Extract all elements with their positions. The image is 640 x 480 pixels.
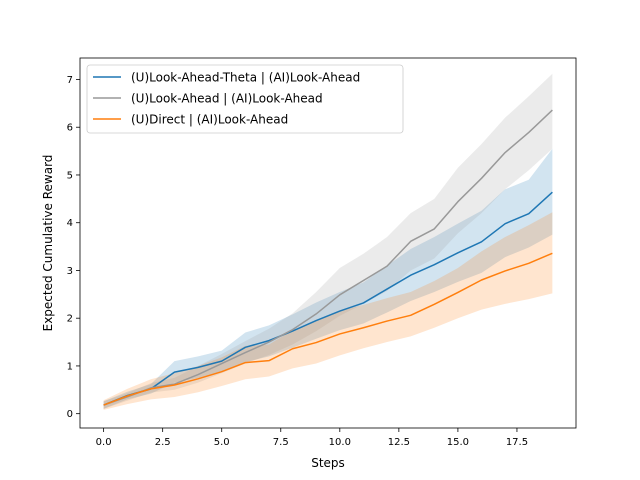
x-tick-label: 5.0 <box>214 437 230 448</box>
plot-frame <box>79 57 577 429</box>
x-tick-label: 15.0 <box>447 437 469 448</box>
line-u-look-ahead-theta-ai-look-ahead <box>103 191 553 406</box>
legend-label: (U)Direct | (AI)Look-Ahead <box>131 113 288 127</box>
x-axis-label: Steps <box>311 456 345 470</box>
legend-label: (U)Look-Ahead-Theta | (AI)Look-Ahead <box>131 71 360 85</box>
x-tick-label: 10.0 <box>329 437 351 448</box>
y-tick-label: 6 <box>67 123 73 134</box>
y-tick-label: 0 <box>67 409 73 420</box>
x-tick-label: 17.5 <box>506 437 528 448</box>
y-tick-label: 7 <box>67 75 73 86</box>
y-tick-label: 5 <box>67 170 73 181</box>
x-tick-label: 0.0 <box>96 437 112 448</box>
confidence-bands <box>103 73 553 410</box>
y-tick-label: 4 <box>67 218 73 229</box>
x-axis-ticks: 0.0 2.5 5.0 7.5 10.0 12.5 15.0 17.5 <box>96 428 528 448</box>
x-tick-label: 2.5 <box>155 437 171 448</box>
series-lines <box>103 109 553 406</box>
y-tick-label: 3 <box>67 266 73 277</box>
line-u-look-ahead-ai-look-ahead <box>103 109 553 406</box>
y-tick-label: 2 <box>67 314 73 325</box>
x-tick-label: 7.5 <box>273 437 289 448</box>
legend: (U)Look-Ahead-Theta | (AI)Look-Ahead (U)L… <box>86 64 404 134</box>
x-tick-label: 12.5 <box>388 437 410 448</box>
y-tick-label: 1 <box>67 361 73 372</box>
band-u-direct-ai-look-ahead <box>103 212 553 410</box>
line-u-direct-ai-look-ahead <box>103 252 553 406</box>
band-u-look-ahead-theta-ai-look-ahead <box>103 148 553 409</box>
legend-box <box>86 64 404 134</box>
y-axis-label: Expected Cumulative Reward <box>41 155 55 332</box>
legend-label: (U)Look-Ahead | (AI)Look-Ahead <box>131 92 323 106</box>
y-axis-ticks: 0 1 2 3 4 5 6 7 <box>67 75 80 420</box>
